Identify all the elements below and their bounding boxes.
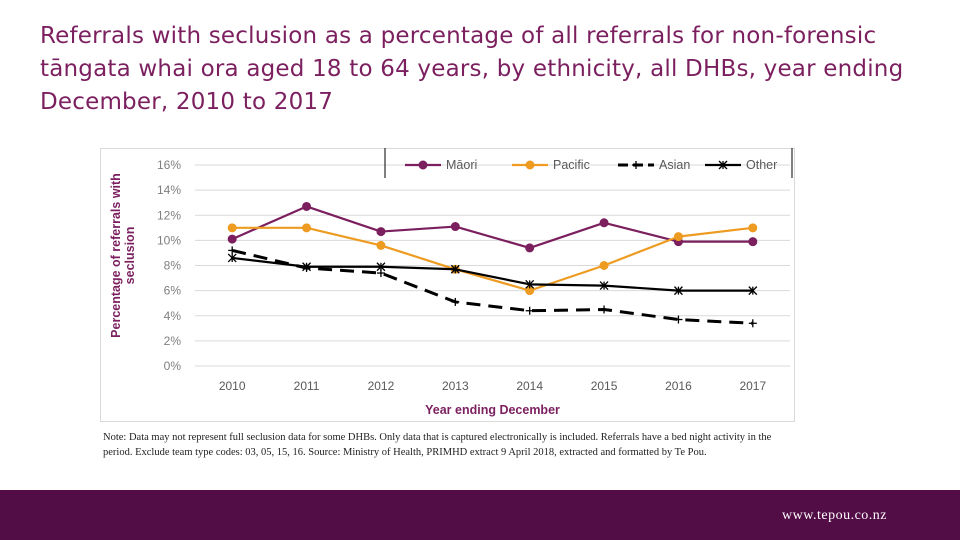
data-point-other (376, 262, 386, 272)
y-tick-label: 16% (157, 158, 181, 172)
y-tick-label: 12% (157, 208, 181, 222)
data-point-other (227, 253, 237, 263)
data-point-pacific (376, 240, 386, 250)
legend-marker-pacific (525, 160, 535, 170)
seclusion-line-chart: 0% 2% 4% 6% 8% 10% 12% 14% 16% 2010 2011 2012 2013 20… (109, 148, 793, 417)
legend-label-mori: Māori (446, 158, 477, 172)
x-tick-label: 2014 (516, 379, 543, 393)
data-point-other (748, 286, 758, 296)
data-point-pacific (227, 223, 237, 233)
y-tick-label: 4% (164, 309, 182, 323)
x-tick-label: 2016 (665, 379, 692, 393)
footer-url[interactable]: www.tepou.co.nz (782, 508, 887, 523)
data-point-asian (748, 319, 757, 328)
data-point-asian (451, 297, 460, 306)
y-tick-label: 2% (164, 334, 182, 348)
y-tick-label: 6% (164, 284, 182, 298)
y-tick-label: 0% (164, 359, 182, 373)
legend-label-asian: Asian (659, 158, 690, 172)
data-point-mori (376, 227, 386, 237)
data-point-other (450, 264, 460, 274)
legend-label-other: Other (746, 158, 777, 172)
page-title: Referrals with seclusion as a percentage… (40, 23, 904, 115)
legend-marker-other (718, 160, 728, 170)
y-axis-title: Percentage of referrals withseclusion (109, 173, 137, 338)
data-point-pacific (302, 223, 312, 233)
x-tick-label: 2015 (591, 379, 618, 393)
series-line-mori (231, 205, 753, 250)
data-point-other (302, 262, 312, 272)
x-tick-label: 2011 (294, 379, 320, 393)
x-tick-label: 2013 (442, 379, 469, 393)
x-tick-label: 2012 (368, 379, 395, 393)
data-point-mori (525, 243, 535, 253)
data-point-asian (600, 305, 609, 314)
data-point-asian (674, 315, 683, 324)
legend-label-pacific: Pacific (553, 158, 590, 172)
data-point-mori (227, 234, 237, 244)
data-point-other (673, 286, 683, 296)
legend-marker-asian (632, 161, 640, 169)
x-tick-label: 2010 (219, 379, 246, 393)
series-line-other (232, 256, 753, 292)
x-axis-title: Year ending December (425, 403, 560, 417)
series-line-asian (231, 248, 753, 325)
chart-note: Note: Data may not represent full seclus… (103, 432, 772, 458)
data-point-other (599, 281, 609, 291)
y-tick-label: 10% (157, 233, 181, 247)
x-tick-label: 2017 (739, 379, 766, 393)
data-point-other (525, 279, 535, 289)
data-point-mori (599, 218, 609, 228)
series-line-pacific (232, 226, 753, 292)
y-tick-label: 8% (164, 259, 182, 273)
chart-frame (100, 148, 795, 422)
data-point-asian (228, 246, 237, 255)
data-point-pacific (673, 232, 683, 242)
legend-marker-mori (418, 160, 428, 170)
footer-bar: www.tepou.co.nz (0, 490, 960, 540)
data-point-pacific (599, 261, 609, 270)
y-tick-label: 14% (157, 183, 181, 197)
data-point-mori (302, 201, 312, 211)
data-point-asian (525, 306, 534, 315)
data-point-pacific (748, 223, 758, 233)
data-point-mori (450, 222, 460, 232)
data-point-mori (748, 237, 758, 247)
